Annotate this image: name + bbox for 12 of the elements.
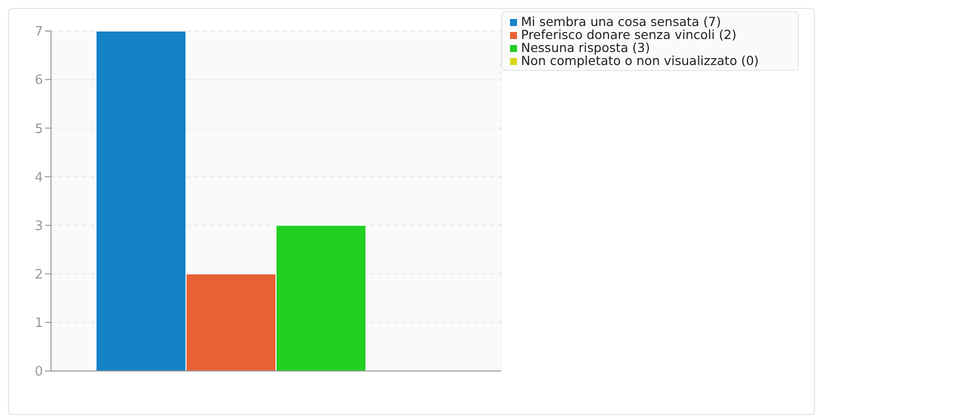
legend-label: Mi sembra una cosa sensata (7)	[521, 14, 721, 29]
y-tick-label: 3	[34, 218, 43, 234]
y-tick-label: 6	[34, 73, 43, 88]
legend-label: Nessuna risposta (3)	[521, 40, 650, 55]
y-tick-label: 5	[34, 122, 43, 137]
legend-label: Non completato o non visualizzato (0)	[521, 53, 759, 68]
y-tick-label: 7	[34, 24, 43, 40]
y-tick-label: 1	[34, 316, 43, 332]
y-tick-label: 0	[34, 364, 43, 380]
legend-label: Preferisco donare senza vincoli (2)	[521, 27, 737, 42]
y-tick-label: 4	[34, 170, 43, 186]
y-tick-label: 2	[34, 267, 43, 282]
